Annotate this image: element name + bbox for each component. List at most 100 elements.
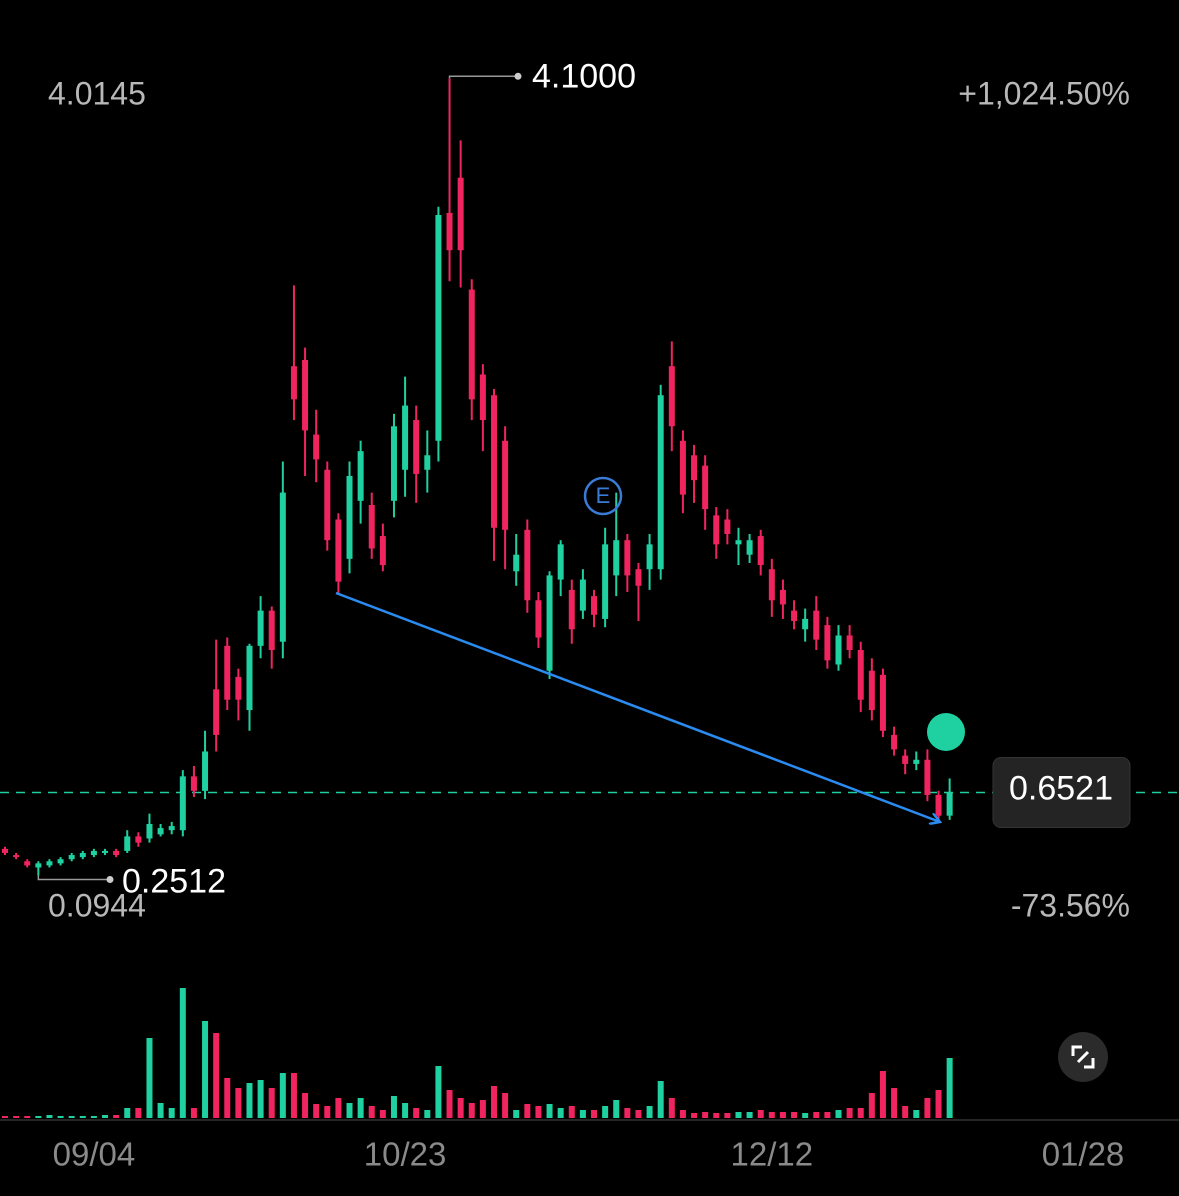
volume-bar (124, 1108, 131, 1118)
volume-bar (224, 1078, 231, 1118)
candle-body (913, 759, 920, 764)
volume-bar (190, 1108, 197, 1118)
candle-body (457, 177, 464, 251)
candle-body (679, 440, 686, 495)
volume-bar (846, 1108, 853, 1118)
candle-body (346, 475, 353, 559)
candle-body (268, 610, 275, 650)
candle-body (435, 215, 442, 441)
candle-body (513, 554, 520, 572)
volume-bar (146, 1038, 153, 1118)
candle-body (724, 519, 731, 534)
volume-bar (390, 1096, 397, 1118)
candle-body (68, 855, 75, 860)
volume-bar (268, 1088, 275, 1118)
volume-bar (213, 1033, 220, 1118)
annotation-layer: 4.1000 0.2512 0.6521 (37, 57, 1131, 901)
event-marker[interactable]: E (583, 476, 623, 516)
volume-bar (57, 1116, 64, 1118)
last-price-label: 0.6521 (1009, 769, 1113, 807)
candle-body (891, 734, 898, 750)
candle-body (591, 596, 598, 615)
candle-body (168, 826, 175, 831)
high-label: 4.1000 (532, 57, 636, 95)
volume-bar (368, 1106, 375, 1118)
candle-body (190, 776, 197, 791)
volume-bar (624, 1108, 631, 1118)
candle-body (879, 674, 886, 731)
volume-bar (313, 1104, 320, 1118)
y2-tick-label: -73.56% (1011, 887, 1130, 923)
volume-bar (891, 1088, 898, 1118)
volume-bar (46, 1115, 53, 1118)
volume-bar (513, 1110, 520, 1118)
volume-bar (691, 1113, 698, 1118)
volume-bar (24, 1116, 31, 1118)
volume-bar (335, 1098, 342, 1118)
candle-layer (2, 78, 953, 876)
candle-body (213, 689, 220, 735)
candle-body (302, 359, 309, 431)
candle-body (535, 600, 542, 638)
candle-body (235, 676, 242, 700)
last-price-box (992, 756, 1131, 828)
volume-bar (179, 988, 186, 1118)
candle-body (479, 374, 486, 421)
volume-bar (668, 1098, 675, 1118)
volume-bar (768, 1112, 775, 1118)
volume-bar (102, 1115, 109, 1118)
volume-bar (924, 1098, 931, 1118)
volume-bar (546, 1104, 553, 1118)
event-circle (583, 476, 623, 516)
trend-line (335, 591, 940, 822)
volume-bar (302, 1093, 309, 1118)
candle-body (813, 610, 820, 640)
volume-bar (913, 1110, 920, 1118)
fullscreen-button[interactable] (1058, 1032, 1108, 1082)
volume-bar (602, 1106, 609, 1118)
candle-body (924, 759, 931, 795)
x-tick-label: 12/12 (731, 1136, 814, 1173)
candle-body (224, 645, 231, 700)
volume-bar (713, 1113, 720, 1118)
candle-body (368, 504, 375, 549)
volume-bar (502, 1093, 509, 1118)
volume-bar (813, 1112, 820, 1118)
candle-body (624, 540, 631, 576)
candle-body (602, 544, 609, 619)
volume-bar (257, 1080, 264, 1118)
candle-body (779, 589, 786, 605)
volume-bar (591, 1110, 598, 1118)
volume-bar (324, 1106, 331, 1118)
candle-body (635, 569, 642, 586)
volume-bar (568, 1106, 575, 1118)
volume-bar (68, 1116, 75, 1118)
candle-body (102, 850, 109, 853)
volume-bar (2, 1116, 8, 1118)
volume-bar (479, 1100, 486, 1118)
volume-bar (90, 1116, 97, 1118)
volume-bar (457, 1098, 464, 1118)
candle-body (413, 420, 420, 474)
volume-bar (724, 1113, 731, 1118)
volume-bar (468, 1103, 475, 1118)
volume-bar (679, 1110, 686, 1118)
volume-bar (135, 1108, 142, 1118)
volume-bar (557, 1108, 564, 1118)
low-label: 0.2512 (122, 863, 226, 901)
candle-body (313, 434, 320, 460)
candle-body (557, 544, 564, 580)
candle-body (113, 850, 120, 856)
candle-body (946, 792, 953, 816)
candle-body (846, 635, 853, 650)
candle-body (735, 540, 742, 545)
candle-body (279, 492, 286, 642)
low-leader (37, 875, 110, 881)
candle-body (857, 649, 864, 700)
candle-body (791, 610, 798, 621)
candle-body (257, 610, 264, 646)
grid: 0.0944 4.0145 -73.56% +1,024.50% 09/04 10/23 1… (0, 75, 1179, 1173)
volume-bar (357, 1098, 364, 1118)
x-tick-label: 09/04 (53, 1136, 136, 1173)
